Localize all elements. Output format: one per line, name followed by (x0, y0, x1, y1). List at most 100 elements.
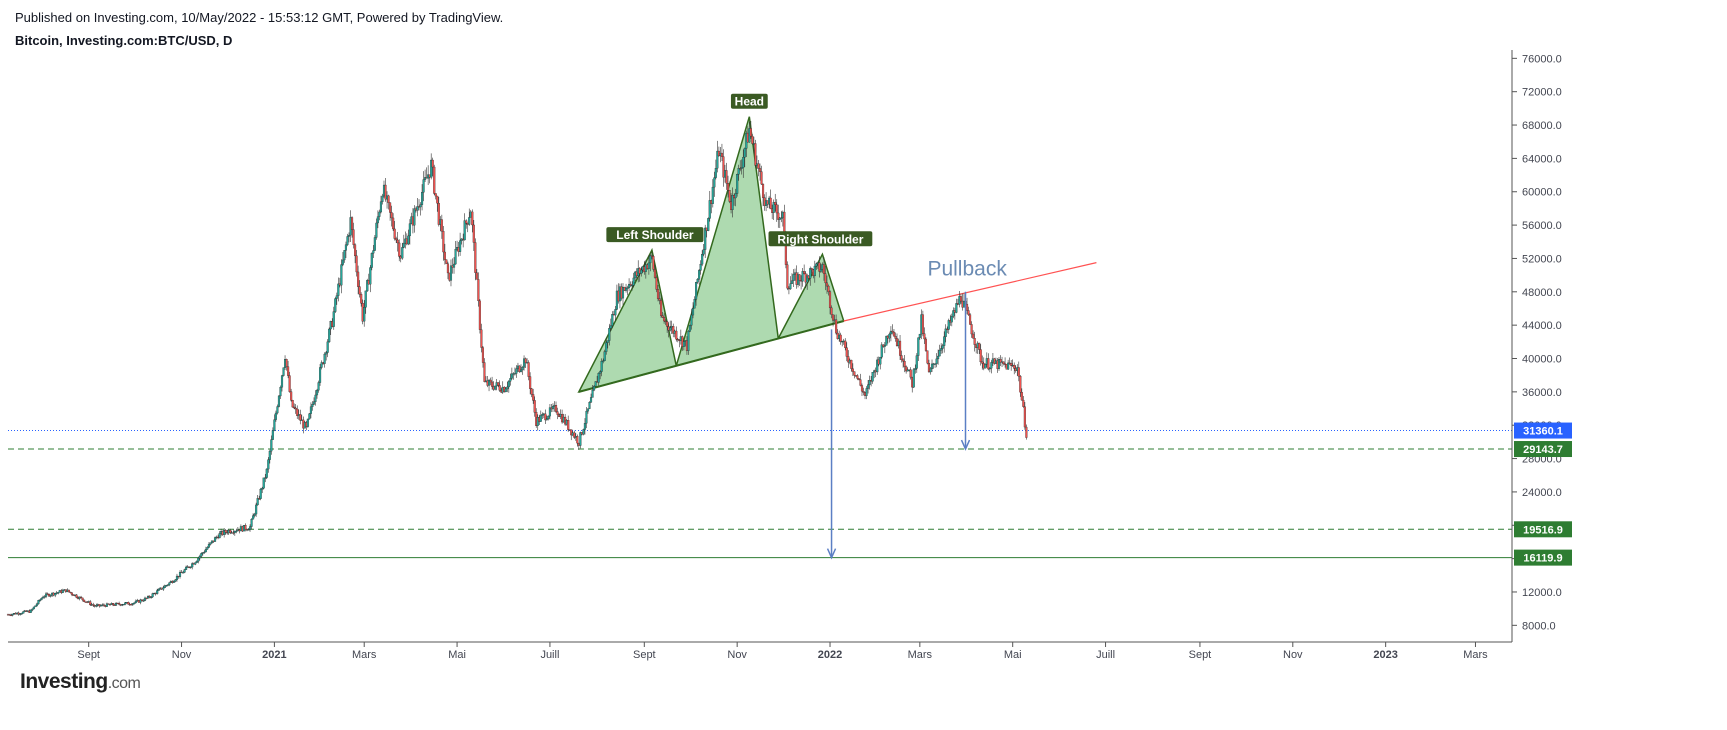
candle-body (422, 179, 425, 193)
candle-body (130, 604, 133, 606)
candle-body (822, 264, 825, 274)
candle-body (201, 552, 204, 554)
candle-body (937, 355, 940, 360)
candle-body (658, 298, 661, 301)
candle-body (999, 359, 1002, 363)
candle-body (433, 166, 436, 194)
candle-body (449, 265, 453, 281)
candle-body (480, 329, 483, 348)
price-tick-label: 52000.0 (1522, 253, 1562, 265)
target-arrow-head (960, 439, 971, 451)
candle-body (89, 601, 92, 605)
candle-body (497, 382, 500, 386)
candle-body (573, 432, 576, 438)
candle-body (99, 605, 102, 607)
candle-body (621, 287, 625, 299)
candle-body (268, 450, 271, 460)
candle-body (818, 262, 821, 272)
time-tick-label: Mars (908, 649, 933, 661)
price-tick-label: 60000.0 (1522, 187, 1562, 199)
candle-body (475, 272, 478, 280)
candle-body (259, 489, 262, 499)
candle-body (979, 349, 982, 363)
candle-body (395, 238, 398, 241)
candle-body (69, 591, 72, 593)
candle-body (944, 328, 947, 337)
candle-body (653, 269, 657, 278)
candle-body (868, 380, 871, 385)
candle-body (200, 553, 203, 557)
candle-body (532, 394, 535, 401)
price-tick-label: 40000.0 (1522, 354, 1562, 366)
candle-body (282, 367, 285, 376)
candle-body (472, 224, 475, 243)
candle-body (218, 533, 221, 539)
price-tick-label: 44000.0 (1522, 320, 1562, 332)
candle-body (672, 326, 675, 334)
time-tick-label: Mai (1004, 649, 1022, 661)
candle-body (624, 287, 628, 291)
candle-body (75, 594, 78, 598)
candle-body (726, 183, 730, 191)
candle-body (859, 379, 862, 386)
candle-body (323, 353, 326, 364)
candle-body (857, 378, 860, 380)
candle-body (603, 351, 606, 361)
candle-body (198, 555, 201, 559)
price-tick-label: 12000.0 (1522, 587, 1562, 599)
price-tick-label: 56000.0 (1522, 220, 1562, 232)
candle-body (510, 373, 513, 379)
candle-body (576, 436, 579, 444)
candle-body (970, 324, 973, 335)
candle-body (798, 274, 801, 281)
candle-body (489, 379, 492, 383)
candle-body (749, 128, 752, 137)
candle-body (714, 168, 717, 178)
candle-body (326, 341, 329, 353)
candle-body (883, 345, 886, 347)
candle-body (778, 217, 781, 220)
candle-body (41, 596, 45, 599)
candle-body (37, 600, 40, 605)
candle-body (772, 202, 775, 213)
candle-body (780, 217, 783, 219)
candle-body (827, 285, 830, 292)
price-tags: 31360.1 29143.7 19516.9 16119.9 (1514, 422, 1572, 566)
candle-body (150, 596, 153, 598)
candle-body (163, 585, 166, 588)
candle-body (35, 603, 38, 606)
level-price-label: 31360.1 (1523, 426, 1563, 438)
candle-body (183, 569, 186, 573)
level-price-tag (1514, 549, 1572, 566)
candle-body (124, 602, 127, 605)
level-price-label: 16119.9 (1523, 553, 1562, 565)
candle-body (513, 373, 516, 375)
candle-body (955, 303, 958, 313)
candle-body (20, 613, 23, 615)
candle-body (358, 286, 361, 295)
candle-body (699, 263, 702, 271)
candle-body (229, 530, 232, 534)
candle-body (656, 289, 660, 299)
candle-body (600, 361, 603, 372)
candle-body (206, 547, 209, 550)
candle-body (468, 217, 471, 225)
candle-body (194, 562, 197, 565)
candle-body (915, 355, 918, 369)
candle-body (518, 365, 521, 372)
candle-body (244, 525, 247, 530)
candle-body (131, 603, 134, 605)
candle-body (737, 168, 740, 175)
neckline-extension (843, 262, 1097, 322)
candle-body (393, 228, 396, 239)
candle-body (431, 159, 434, 168)
candle-body (570, 429, 573, 436)
candle-body (586, 408, 590, 412)
candle-body (195, 561, 198, 563)
candle-body (232, 532, 235, 534)
candle-body (332, 311, 335, 327)
time-axis: Sept Nov 2021 Mars Mai Juill Sept Nov 2022 Mars Ma… (8, 641, 1512, 661)
candle-body (664, 320, 667, 322)
candle-body (168, 582, 171, 585)
